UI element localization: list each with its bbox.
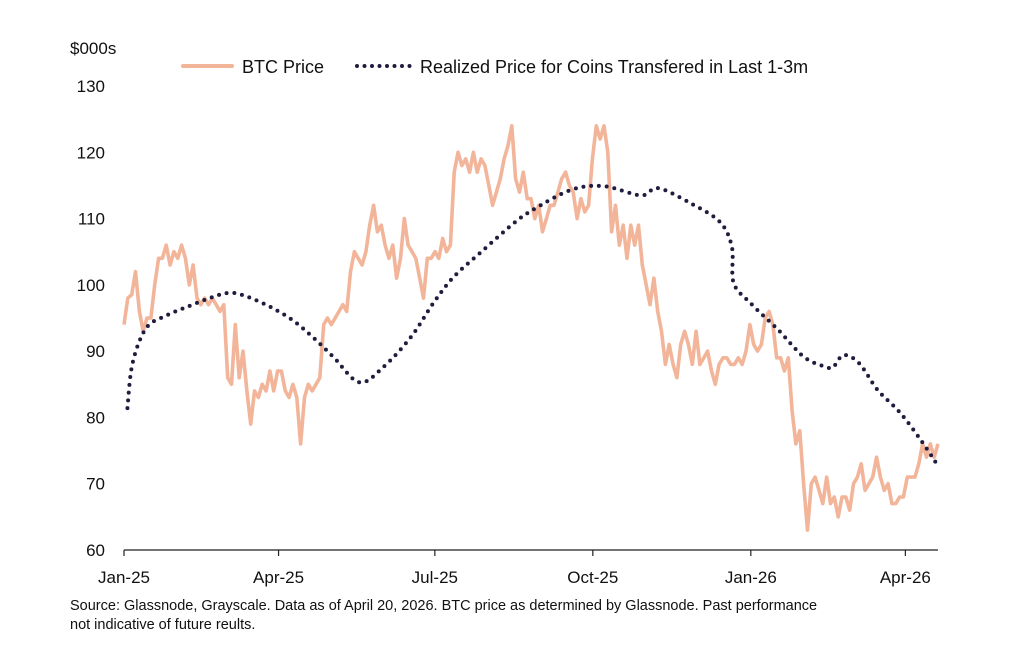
y-axis-label: $000s [70,39,116,58]
x-tick-label: Jan-25 [98,568,150,587]
x-tick-label: Oct-25 [567,568,618,587]
y-tick-label: 60 [86,541,105,560]
legend-label-realized-price: Realized Price for Coins Transfered in L… [420,57,808,77]
y-tick-label: 90 [86,342,105,361]
y-tick-label: 100 [77,276,105,295]
footnote-line-1: Source: Glassnode, Grayscale. Data as of… [70,598,818,614]
y-tick-label: 130 [77,77,105,96]
y-tick-label: 110 [78,210,105,229]
plot-area [122,124,940,532]
series-line-realized-price [125,183,939,466]
x-tick-label: Apr-26 [880,568,931,587]
y-tick-label: 120 [77,143,105,162]
x-axis: Jan-25 Apr-25 Jul-25 Oct-25 Jan-26 Apr-26 [98,549,938,587]
footnote-line-2: not indicative of future reults. [70,617,256,633]
y-axis: 60 70 80 90 100 110 120 130 [77,77,105,560]
x-tick-label: Jan-26 [725,568,777,587]
y-tick-label: 70 [86,475,105,494]
legend: BTC Price Realized Price for Coins Trans… [181,57,808,77]
footnote: Source: Glassnode, Grayscale. Data as of… [70,597,970,635]
x-tick-label: Apr-25 [253,568,304,587]
legend-label-btc-price: BTC Price [242,57,324,77]
series-line-btc-price [122,124,940,532]
x-tick-label: Jul-25 [412,568,458,587]
y-tick-label: 80 [86,408,105,427]
